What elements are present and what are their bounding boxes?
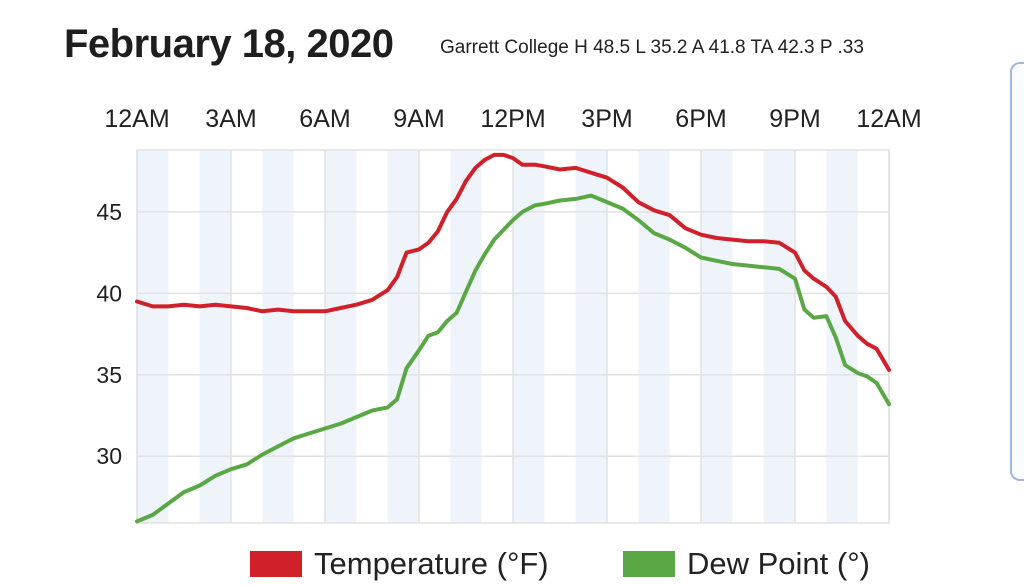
legend-item-dew-point[interactable]: Dew Point (°): [623, 546, 870, 582]
legend-label-temperature: Temperature (°F): [314, 546, 549, 581]
gridlines: [136, 149, 890, 524]
y-axis-ticks: 30 35 40 45: [96, 199, 122, 469]
hour-band: [387, 150, 419, 523]
x-tick-label: 9PM: [769, 105, 820, 133]
weather-chart: 12AM 3AM 6AM 9AM 12PM 3PM 6PM 9PM 12AM 30 35 40 45: [96, 105, 922, 524]
x-axis-ticks: 12AM 3AM 6AM 9AM 12PM 3PM 6PM 9PM 12AM: [104, 105, 921, 133]
hour-bands: [137, 150, 858, 523]
temperature-swatch: [250, 551, 302, 577]
hour-band: [575, 150, 607, 523]
legend-label-dew-point: Dew Point (°): [687, 546, 870, 581]
hour-band: [763, 150, 795, 523]
side-panel-edge: [1010, 62, 1024, 481]
y-tick-label: 35: [96, 362, 122, 388]
x-tick-label: 12PM: [480, 105, 545, 133]
x-tick-label: 12AM: [104, 105, 169, 133]
legend: Temperature (°F) Dew Point (°): [0, 540, 1024, 585]
x-tick-label: 6AM: [299, 105, 350, 133]
hour-band: [701, 150, 733, 523]
hour-band: [826, 150, 858, 523]
dew-point-swatch: [623, 551, 675, 577]
x-tick-label: 6PM: [675, 105, 726, 133]
hour-band: [325, 150, 357, 523]
dew-point-line: [135, 193, 891, 524]
x-tick-label: 12AM: [856, 105, 921, 133]
y-tick-label: 30: [96, 443, 122, 469]
station-summary: Garrett College H 48.5 L 35.2 A 41.8 TA …: [440, 37, 864, 58]
hour-band: [262, 150, 294, 523]
temperature-line: [135, 152, 891, 372]
hour-band: [199, 150, 231, 523]
legend-item-temperature[interactable]: Temperature (°F): [250, 546, 549, 582]
chart-title: February 18, 2020: [64, 22, 394, 66]
x-tick-label: 3PM: [581, 105, 632, 133]
hour-band: [137, 150, 169, 523]
x-tick-label: 9AM: [393, 105, 444, 133]
y-tick-label: 45: [96, 199, 122, 225]
y-tick-label: 40: [96, 280, 122, 306]
hour-band: [450, 150, 482, 523]
series-lines: [135, 152, 891, 524]
x-tick-label: 3AM: [205, 105, 256, 133]
